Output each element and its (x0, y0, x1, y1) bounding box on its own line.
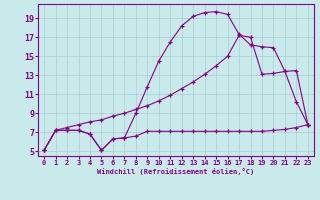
X-axis label: Windchill (Refroidissement éolien,°C): Windchill (Refroidissement éolien,°C) (97, 168, 255, 175)
